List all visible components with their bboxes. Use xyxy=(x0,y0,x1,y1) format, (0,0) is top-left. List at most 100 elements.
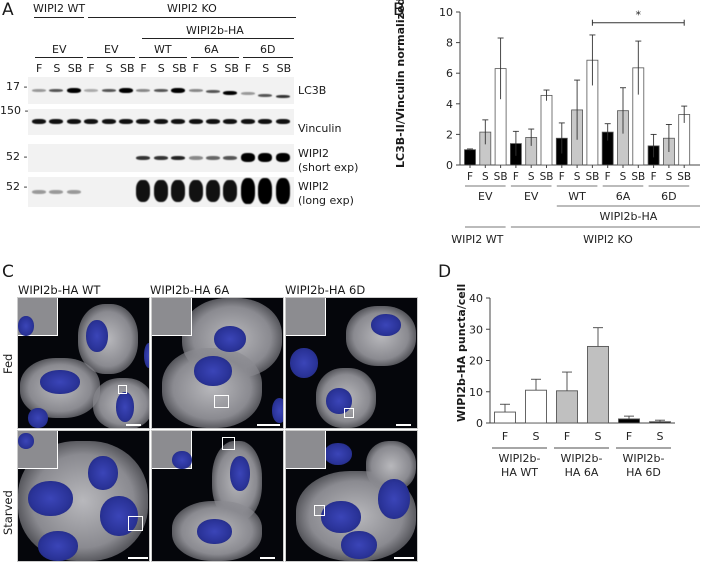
blot-label-wipi2: WIPI2 xyxy=(298,180,329,193)
svg-text:F: F xyxy=(467,171,473,183)
svg-text:HA WT: HA WT xyxy=(501,466,538,479)
band xyxy=(171,156,186,160)
group-label-wipi2-wt: WIPI2 WT xyxy=(33,2,86,15)
lane-label: SB xyxy=(224,62,239,75)
svg-text:WIPI2b-: WIPI2b- xyxy=(499,452,541,465)
row-label-wrap: Fed xyxy=(0,334,16,394)
svg-text:HA 6D: HA 6D xyxy=(626,466,661,479)
condition-rule xyxy=(35,57,83,58)
svg-text:30: 30 xyxy=(469,323,483,336)
svg-text:EV: EV xyxy=(478,190,493,203)
band xyxy=(49,119,64,124)
band xyxy=(49,89,64,92)
condition-label: EV xyxy=(104,43,119,56)
band xyxy=(136,156,151,160)
band xyxy=(66,119,81,124)
band xyxy=(119,119,133,124)
svg-text:0: 0 xyxy=(446,159,453,172)
micrograph-starved-wt xyxy=(17,430,150,562)
band xyxy=(32,190,46,194)
band xyxy=(275,153,290,162)
svg-text:S: S xyxy=(620,171,627,183)
band xyxy=(223,119,238,124)
svg-text:6A: 6A xyxy=(616,190,631,203)
condition-label: EV xyxy=(52,43,67,56)
band xyxy=(275,119,290,124)
panel-letter-d: D xyxy=(438,262,452,282)
band xyxy=(66,88,81,93)
svg-text:SB: SB xyxy=(631,171,645,183)
svg-text:F: F xyxy=(626,430,632,443)
svg-text:6: 6 xyxy=(446,67,453,80)
subgroup-rule xyxy=(142,38,294,39)
lane-label: S xyxy=(105,62,113,75)
band xyxy=(240,92,255,95)
svg-text:HA 6A: HA 6A xyxy=(565,466,599,479)
band xyxy=(171,88,186,93)
group-rule xyxy=(88,17,296,18)
blot-sublabel-long-exp: (long exp) xyxy=(298,194,354,207)
svg-text:10: 10 xyxy=(469,386,483,399)
band xyxy=(153,89,168,92)
condition-label: 6A xyxy=(204,43,219,56)
lane-label: S xyxy=(210,62,217,75)
condition-rule xyxy=(139,57,187,58)
micrograph-fed-wt xyxy=(17,297,150,429)
band xyxy=(32,119,46,124)
svg-text:WIPI2b-: WIPI2b- xyxy=(623,452,665,465)
blot-label-lc3b: LC3B xyxy=(298,84,327,97)
band xyxy=(153,156,168,160)
svg-text:EV: EV xyxy=(524,190,539,203)
svg-text:S: S xyxy=(482,171,489,183)
svg-text:S: S xyxy=(528,171,535,183)
row-label-fed: Fed xyxy=(1,353,15,374)
band xyxy=(275,95,290,98)
svg-text:S: S xyxy=(595,430,602,443)
micrograph-starved-6d xyxy=(285,430,418,562)
svg-text:20: 20 xyxy=(469,355,483,368)
blot-label-wipi2: WIPI2 xyxy=(298,147,329,160)
band xyxy=(32,89,46,92)
band xyxy=(223,91,238,95)
band xyxy=(206,90,220,93)
condition-rule xyxy=(243,57,293,58)
band xyxy=(258,94,273,97)
lane-label: S xyxy=(157,62,165,75)
micrograph-starved-6a xyxy=(151,430,284,562)
band xyxy=(275,178,290,204)
band xyxy=(206,119,220,124)
svg-text:40: 40 xyxy=(469,292,483,305)
lane-label: F xyxy=(88,62,95,75)
svg-text:F: F xyxy=(559,171,565,183)
svg-text:F: F xyxy=(605,171,611,183)
svg-text:SB: SB xyxy=(585,171,599,183)
svg-text:6D: 6D xyxy=(661,190,676,203)
condition-label: WT xyxy=(154,43,172,56)
column-label: WIPI2b-HA WT xyxy=(18,283,101,297)
mw-marker-150: 150 - xyxy=(0,104,29,117)
band xyxy=(240,153,255,162)
condition-label: 6D xyxy=(260,43,276,56)
band xyxy=(240,119,255,124)
band xyxy=(136,89,151,92)
band xyxy=(223,156,238,160)
blot-wipi2-long xyxy=(28,177,294,207)
band xyxy=(153,180,168,202)
panel-letter-b: B xyxy=(393,0,405,20)
svg-text:8: 8 xyxy=(446,37,453,50)
svg-text:SB: SB xyxy=(494,171,508,183)
svg-text:10: 10 xyxy=(439,6,453,19)
band xyxy=(66,190,81,194)
svg-text:WIPI2b-: WIPI2b- xyxy=(561,452,603,465)
band xyxy=(101,89,116,92)
band xyxy=(206,156,220,160)
blot-vinculin xyxy=(28,109,294,135)
mw-marker-52: 52 - xyxy=(6,180,28,193)
blot-wipi2-short xyxy=(28,144,294,172)
band xyxy=(258,119,273,124)
band xyxy=(136,180,151,202)
svg-text:WIPI2b-HA: WIPI2b-HA xyxy=(600,210,658,223)
svg-text:S: S xyxy=(533,430,540,443)
band xyxy=(171,119,186,124)
